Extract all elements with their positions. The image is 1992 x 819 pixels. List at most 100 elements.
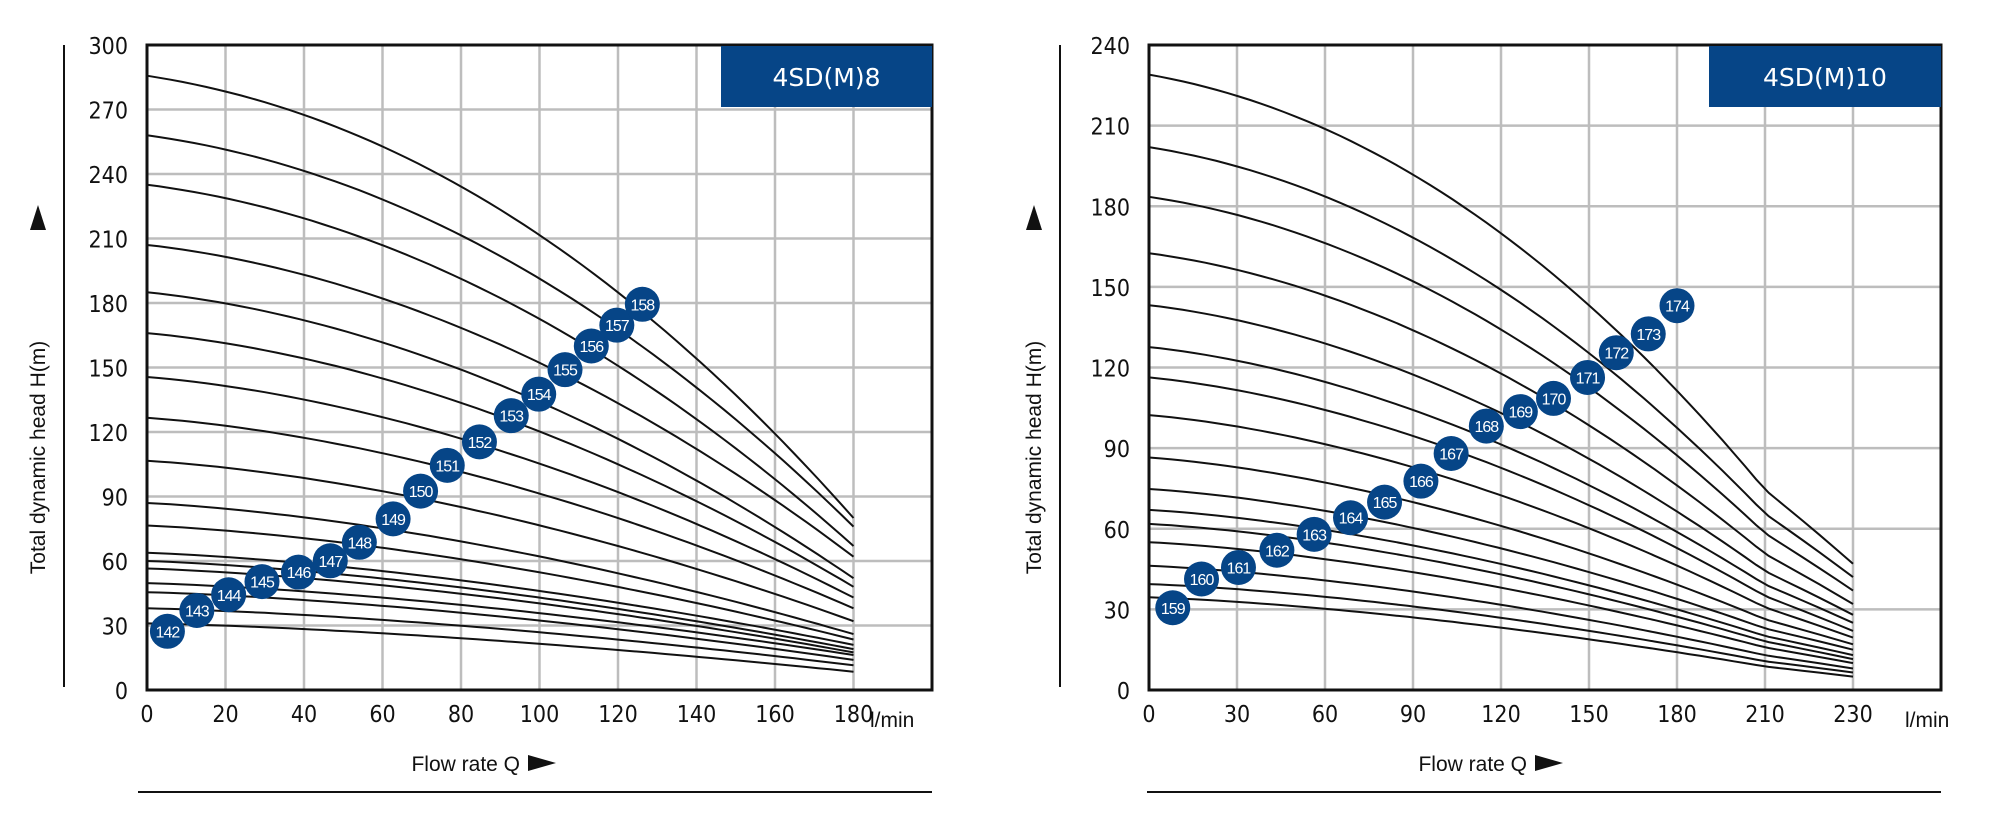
model-marker-label: 161 [1227, 560, 1252, 577]
pump-curve-13 [146, 291, 855, 580]
arrow-up-icon [1026, 205, 1042, 230]
model-marker: 150 [403, 473, 439, 509]
model-marker: 142 [149, 613, 185, 649]
model-marker: 159 [1155, 590, 1191, 626]
x-tick-label: 30 [1224, 702, 1250, 728]
model-marker-label: 174 [1665, 299, 1690, 316]
model-marker: 149 [375, 501, 411, 537]
x-unit-label: l/min [1905, 709, 1949, 732]
model-marker: 155 [547, 352, 583, 388]
y-axis-title: Total dynamic head H(m) [1023, 341, 1046, 574]
pump-curve-8 [146, 502, 854, 636]
model-marker-label: 155 [553, 363, 578, 380]
model-marker: 162 [1259, 532, 1295, 568]
y-tick-label: 270 [89, 99, 129, 125]
model-marker-dot [1220, 549, 1256, 585]
y-tick-label: 90 [1104, 437, 1130, 463]
pump-curve-12 [1148, 252, 1854, 605]
model-marker: 168 [1468, 408, 1504, 444]
y-axis-title: Total dynamic head H(m) [27, 341, 50, 574]
model-marker-label: 152 [468, 435, 493, 452]
model-marker-label: 166 [1409, 474, 1434, 491]
model-marker: 146 [281, 554, 317, 590]
pump-curve-6 [146, 551, 854, 646]
x-tick-label: 120 [1481, 702, 1521, 728]
x-tick-label: 140 [677, 702, 717, 728]
model-marker: 148 [341, 524, 377, 560]
pump-curve-7 [146, 524, 854, 641]
arrow-up-icon [30, 205, 46, 230]
model-marker: 154 [521, 376, 557, 412]
x-tick-label: 150 [1569, 702, 1609, 728]
y-tick-label: 210 [89, 228, 129, 254]
model-marker-dot [1259, 532, 1295, 568]
x-tick-label: 90 [1400, 702, 1426, 728]
y-tick-label: 90 [102, 486, 128, 512]
model-marker-label: 171 [1576, 370, 1601, 387]
model-marker: 171 [1570, 359, 1606, 395]
model-marker-dot [493, 398, 529, 434]
model-marker-label: 172 [1604, 346, 1629, 363]
model-marker-dot [1630, 316, 1666, 352]
model-marker: 163 [1296, 516, 1332, 552]
model-title: 4SD(M)10 [1763, 63, 1887, 92]
pump-curve-4 [1148, 522, 1854, 661]
pump-curve-16 [146, 134, 855, 528]
x-axis-title: Flow rate Q [411, 753, 520, 776]
model-marker-dot [403, 473, 439, 509]
model-marker-dot [244, 564, 280, 600]
x-tick-label: 230 [1833, 702, 1873, 728]
model-marker-label: 163 [1302, 527, 1327, 544]
model-title: 4SD(M)8 [772, 63, 880, 92]
model-marker-dot [573, 328, 609, 364]
model-marker-dot [461, 424, 497, 460]
model-marker-dot [211, 577, 247, 613]
x-tick-label: 180 [1657, 702, 1697, 728]
model-marker-dot [1155, 590, 1191, 626]
model-marker-dot [149, 613, 185, 649]
x-tick-label: 100 [520, 702, 560, 728]
model-marker: 151 [429, 447, 465, 483]
model-marker-dot [1468, 408, 1504, 444]
model-marker-label: 153 [499, 409, 524, 426]
pump-curve-1 [1148, 583, 1854, 674]
arrow-right-icon [1535, 755, 1563, 771]
pump-curve-0 [1148, 596, 1854, 678]
model-marker-dot [1433, 436, 1469, 471]
model-marker-dot [1367, 484, 1403, 520]
model-marker-dot [1570, 359, 1606, 395]
model-marker: 165 [1367, 484, 1403, 520]
model-marker-label: 169 [1509, 405, 1534, 422]
model-marker-label: 160 [1190, 572, 1215, 589]
y-tick-label: 210 [1091, 115, 1131, 141]
model-marker-dot [1333, 500, 1369, 536]
model-marker-dot [599, 307, 635, 343]
model-marker-label: 144 [217, 588, 242, 605]
y-tick-label: 150 [1091, 276, 1131, 302]
model-marker-label: 168 [1474, 419, 1499, 436]
model-marker-label: 147 [318, 554, 343, 571]
pump-curve-5 [1148, 508, 1854, 657]
model-marker-dot [1598, 335, 1634, 371]
y-tick-label: 0 [1117, 679, 1130, 705]
model-marker: 153 [493, 398, 529, 434]
model-marker-dot [547, 352, 583, 388]
model-marker: 156 [573, 328, 609, 364]
model-marker-dot [1659, 288, 1695, 324]
model-marker: 172 [1598, 335, 1634, 371]
x-axis-title: Flow rate Q [1418, 753, 1527, 776]
model-marker: 157 [599, 307, 635, 343]
model-marker: 164 [1333, 500, 1369, 536]
x-tick-label: 80 [448, 702, 474, 728]
model-badge [721, 46, 932, 107]
y-tick-label: 240 [1091, 34, 1131, 60]
pump-curve-13 [1148, 195, 1854, 592]
model-marker-label: 158 [630, 297, 655, 314]
model-marker-label: 143 [185, 603, 210, 620]
pump-curve-10 [146, 416, 854, 610]
model-marker: 167 [1433, 436, 1469, 471]
model-marker-dot [624, 286, 660, 322]
model-marker-label: 150 [409, 484, 434, 501]
model-marker-dot [1536, 380, 1572, 416]
